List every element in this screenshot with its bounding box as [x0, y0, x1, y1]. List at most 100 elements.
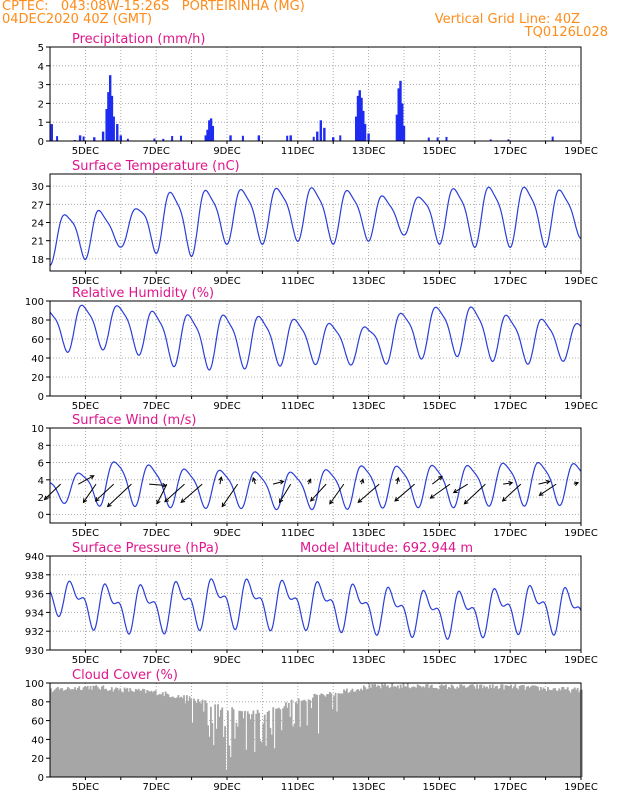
cloud-bar [232, 709, 235, 777]
cloud-bar [279, 709, 282, 777]
cloud-bar [57, 687, 59, 777]
panel-subtitle: Model Altitude: 692.944 m [300, 541, 473, 556]
cloud-bar [463, 685, 466, 777]
y-tick-label: 100 [25, 679, 44, 690]
x-tick-label: 15DEC [423, 401, 457, 412]
cloud-bar [81, 689, 83, 777]
cloud-bar [357, 689, 360, 777]
cloud-bar [239, 710, 242, 777]
cloud-bar [333, 696, 336, 777]
cloud-bar [321, 693, 324, 777]
cloud-bar [389, 687, 392, 777]
cloud-bar [184, 703, 187, 777]
cloud-bar [571, 689, 573, 777]
cloud-bar [62, 690, 65, 777]
cloud-bar [109, 689, 112, 777]
wind-vector [164, 483, 185, 503]
wind-vector [78, 475, 94, 485]
cloud-bar [330, 693, 333, 777]
cloud-bar [354, 691, 357, 777]
y-tick-label: 2 [38, 99, 44, 110]
cloud-bar [83, 686, 86, 777]
cloud-bar [473, 686, 476, 777]
precip-bar [108, 75, 112, 141]
cloud-bar [262, 723, 265, 777]
cloud-bar [66, 687, 69, 777]
x-tick-label: 11DEC [281, 782, 315, 793]
cloud-bar [306, 725, 309, 777]
cloud-bar [426, 683, 429, 777]
wind-vector-head [43, 495, 49, 501]
cloud-bar [479, 684, 481, 777]
cloud-bar [106, 690, 109, 777]
cloud-bar [164, 691, 167, 777]
wind-vector [502, 483, 522, 502]
cloud-bar [92, 685, 95, 777]
y-tick-label: 20 [31, 373, 44, 384]
wind-vector-head [357, 498, 363, 504]
cloud-bar [355, 689, 358, 777]
cloud-bar [180, 696, 183, 777]
x-tick-label: 7DEC [143, 655, 170, 666]
wind-vector [95, 483, 115, 502]
cloud-bar [575, 689, 578, 777]
cloud-bar [392, 686, 395, 777]
y-tick-label: 2 [38, 493, 44, 504]
cloud-bar [168, 697, 171, 777]
cloud-bar [432, 688, 435, 777]
cloud-bar [302, 700, 304, 777]
precip-bar [323, 127, 326, 141]
cloud-bar [150, 690, 153, 777]
cloud-bar [439, 685, 442, 777]
cloud-bar [200, 703, 202, 777]
x-tick-label: 19DEC [564, 276, 598, 287]
wind-vector [221, 483, 239, 507]
model-id-label: TQ0126L028 [524, 25, 608, 40]
precip-bar [356, 95, 360, 141]
cloud-bar [147, 690, 150, 777]
cloud-bar [276, 708, 279, 777]
cloud-bar [534, 685, 537, 777]
panel-title: Cloud Cover (%) [72, 668, 178, 683]
cloud-bar [307, 699, 310, 777]
cloud-bar [556, 690, 559, 777]
cloud-bar [528, 687, 531, 777]
cloud-bar [212, 745, 215, 777]
cloud-bar [568, 690, 571, 777]
cloud-bar [513, 686, 515, 777]
cloud-bar [521, 684, 524, 777]
x-tick-label: 9DEC [213, 401, 240, 412]
wind-vector [156, 483, 168, 504]
cloud-bar [270, 734, 273, 777]
y-tick-label: 8 [38, 441, 44, 452]
cloud-bar [351, 688, 354, 777]
cloud-bar [551, 689, 554, 777]
wind-vector [432, 476, 443, 485]
cloud-bar [113, 689, 116, 777]
x-tick-label: 9DEC [213, 276, 240, 287]
precip-bar [312, 136, 315, 141]
cloud-bar [151, 692, 154, 777]
cloud-bar [527, 686, 530, 777]
panel-precip: 0 1 2 3 4 5 5DEC 7DEC 9DEC 11DEC 13DEC 15DEC 17DEC 19… [38, 32, 598, 157]
wind-vector [252, 477, 256, 485]
wind-vector [329, 483, 345, 505]
precip-bar [427, 137, 430, 141]
cloud-bar [525, 686, 528, 777]
panel-temp: 18 21 24 27 30 5DEC 7DEC 9DEC 11DEC 13DEC 15DEC 17D… [31, 159, 598, 287]
y-tick-label: 21 [31, 237, 44, 248]
cloud-bar [290, 699, 293, 777]
cloud-bar [116, 687, 119, 777]
cloud-bar [497, 689, 500, 777]
cloud-bar [467, 686, 470, 777]
wind-vector [396, 477, 399, 485]
wind-vector-head [278, 498, 284, 504]
cloud-bar [134, 688, 137, 777]
cloud-bar [541, 689, 544, 777]
precip-bar [105, 109, 108, 141]
cloud-bar [323, 695, 326, 777]
cloud-bar [55, 687, 58, 777]
cloud-bar [460, 684, 463, 777]
x-tick-label: 13DEC [352, 276, 386, 287]
precip-bar [401, 103, 404, 141]
